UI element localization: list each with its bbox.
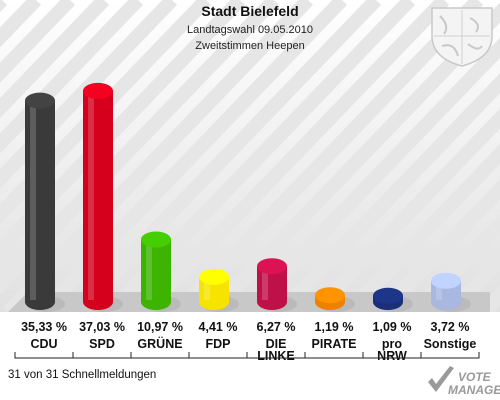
background-stripe: [138, 0, 450, 317]
category-bracket: [420, 352, 480, 359]
background-stripe: [240, 37, 500, 317]
lower-panel: [0, 312, 500, 400]
value-labels-group: 35,33 % 37,03 % 10,97 % 4,41 % 6,27 % 1,19 % 1…: [21, 320, 469, 334]
coat-of-arms-icon: [431, 7, 493, 67]
value-label: 6,27 %: [257, 320, 296, 334]
background-stripe: [0, 0, 110, 119]
value-label: 35,33 %: [21, 320, 67, 334]
bar: [315, 287, 355, 312]
value-label: 37,03 %: [79, 320, 125, 334]
bar: [141, 231, 181, 312]
background-stripe: [70, 0, 382, 317]
bars-group: [25, 82, 471, 312]
bar-body: [25, 100, 55, 310]
background-stripe: [0, 0, 212, 225]
bar-highlight: [30, 100, 36, 300]
background-stripe: [2, 0, 314, 317]
status-text: 31 von 31 Schnellmeldungen: [8, 369, 156, 381]
category-label: NRW: [377, 349, 407, 363]
bar-cap: [25, 92, 55, 109]
bar-body: [141, 239, 171, 310]
background-stripe: [274, 73, 500, 317]
chart-floor: [8, 292, 490, 312]
chart-subtitle-2: Zweitstimmen Heepen: [195, 40, 304, 52]
category-label: FDP: [206, 337, 231, 351]
category-label: CDU: [30, 337, 57, 351]
bar-cap: [199, 268, 229, 285]
bar-highlight: [88, 90, 94, 300]
bar-highlight: [204, 276, 210, 300]
checkmark-icon: [428, 366, 454, 392]
background-stripe: [172, 0, 484, 317]
bar: [257, 258, 297, 312]
bar-body: [257, 266, 287, 310]
category-label: SPD: [89, 337, 115, 351]
bar-cap: [83, 82, 113, 99]
bar: [25, 92, 65, 312]
background-stripe: [0, 0, 178, 189]
bar-cap: [373, 287, 403, 304]
bar-cap: [141, 231, 171, 248]
bar-highlight: [146, 239, 152, 300]
background-stripe: [376, 179, 500, 317]
value-label: 10,97 %: [137, 320, 183, 334]
category-label: pro: [382, 337, 403, 351]
background-stripe: [342, 143, 500, 317]
bar: [83, 82, 123, 312]
category-label: Sonstige: [424, 337, 477, 351]
value-label: 1,09 %: [373, 320, 412, 334]
value-label: 3,72 %: [431, 320, 470, 334]
background-stripe: [308, 108, 500, 317]
bar: [199, 268, 239, 312]
bar: [431, 272, 471, 312]
bar-cap: [315, 287, 345, 304]
chart-title: Stadt Bielefeld: [201, 3, 298, 19]
category-label: DIE: [266, 337, 287, 351]
vote-manager-logo: VOTE MANAGER: [428, 366, 500, 397]
category-label: LINKE: [257, 349, 295, 363]
background-stripe: [0, 0, 144, 154]
category-label: GRÜNE: [137, 336, 182, 351]
bar-highlight: [436, 280, 442, 300]
background-stripe: [0, 0, 280, 296]
background-stripe: [410, 214, 500, 317]
background-stripe: [0, 0, 76, 83]
bar: [373, 287, 413, 312]
brand-line-2: MANAGER: [448, 383, 500, 397]
bar-body: [199, 276, 229, 310]
bar-highlight: [262, 266, 268, 300]
value-label: 1,19 %: [315, 320, 354, 334]
category-label: PIRATE: [312, 337, 357, 351]
chart-subtitle: Landtagswahl 09.05.2010: [187, 24, 313, 36]
brand-line-1: VOTE: [458, 370, 492, 384]
bar-cap: [257, 258, 287, 275]
bar-body: [431, 280, 461, 310]
bar-body: [83, 90, 113, 310]
bar-cap: [431, 272, 461, 289]
value-label: 4,41 %: [199, 320, 238, 334]
